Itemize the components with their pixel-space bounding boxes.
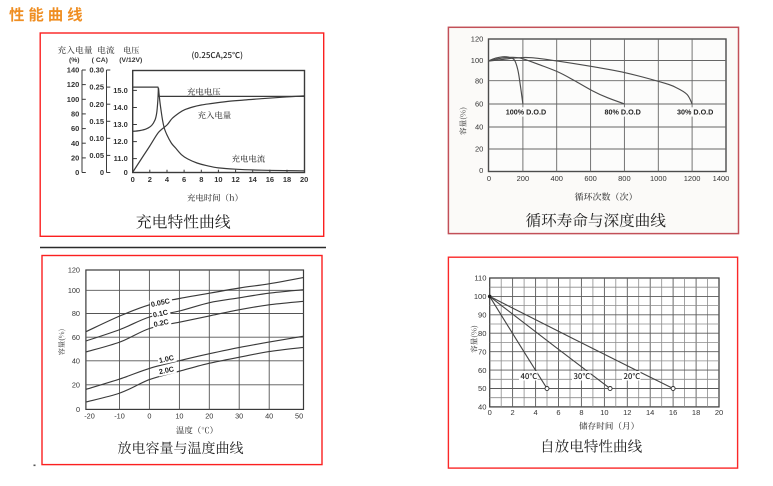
svg-text:( CA): ( CA)	[92, 57, 108, 64]
svg-text:11.0: 11.0	[114, 154, 128, 163]
svg-text:0: 0	[100, 168, 104, 177]
svg-text:2: 2	[511, 408, 515, 417]
svg-text:20: 20	[300, 175, 308, 184]
svg-text:1400: 1400	[713, 174, 730, 183]
svg-text:0: 0	[124, 168, 128, 177]
svg-text:(%): (%)	[69, 57, 80, 64]
svg-text:70: 70	[478, 347, 486, 356]
svg-text:1200: 1200	[684, 174, 701, 183]
svg-text:100: 100	[471, 56, 484, 65]
svg-text:100: 100	[67, 95, 80, 104]
svg-text:0: 0	[479, 166, 483, 175]
svg-text:140: 140	[67, 66, 80, 75]
svg-text:18: 18	[692, 408, 700, 417]
svg-text:20: 20	[72, 380, 80, 389]
svg-text:0: 0	[76, 405, 80, 414]
svg-text:0: 0	[488, 408, 492, 417]
svg-text:12: 12	[623, 408, 631, 417]
svg-text:8: 8	[579, 408, 583, 417]
svg-text:50: 50	[295, 411, 303, 420]
svg-text:0.05: 0.05	[89, 151, 104, 160]
svg-text:(V/12V): (V/12V)	[119, 57, 142, 64]
svg-text:80: 80	[475, 76, 483, 85]
svg-text:80% D.O.D: 80% D.O.D	[605, 108, 641, 117]
svg-text:60: 60	[478, 366, 486, 375]
svg-text:80: 80	[71, 110, 79, 119]
svg-text:-10: -10	[114, 411, 125, 420]
svg-text:0.20: 0.20	[89, 100, 104, 109]
svg-text:100: 100	[68, 286, 80, 295]
svg-text:10: 10	[175, 411, 183, 420]
svg-text:14: 14	[249, 175, 258, 184]
svg-text:0.1C: 0.1C	[152, 307, 169, 319]
svg-text:110: 110	[474, 274, 486, 283]
svg-text:20: 20	[715, 408, 723, 417]
svg-text:16: 16	[266, 175, 274, 184]
svg-text:0.15: 0.15	[89, 117, 104, 126]
svg-text:18: 18	[283, 175, 291, 184]
svg-text:60: 60	[475, 100, 483, 109]
svg-text:120: 120	[68, 266, 80, 275]
svg-text:6: 6	[556, 408, 560, 417]
svg-text:40: 40	[72, 356, 80, 365]
svg-text:0.25: 0.25	[89, 83, 104, 92]
svg-text:20: 20	[71, 154, 79, 163]
svg-text:40: 40	[478, 403, 486, 412]
svg-text:1000: 1000	[650, 174, 667, 183]
svg-text:0.10: 0.10	[89, 134, 104, 143]
svg-text:30: 30	[235, 411, 243, 420]
svg-text:6: 6	[182, 175, 186, 184]
svg-text:800: 800	[618, 174, 631, 183]
svg-text:120: 120	[471, 35, 484, 44]
svg-text:80: 80	[72, 309, 80, 318]
svg-text:16: 16	[669, 408, 677, 417]
svg-text:40: 40	[475, 123, 483, 132]
svg-text:100: 100	[474, 292, 487, 301]
svg-text:400: 400	[550, 174, 563, 183]
svg-text:2: 2	[148, 175, 152, 184]
svg-text:600: 600	[584, 174, 597, 183]
svg-text:0: 0	[487, 174, 491, 183]
svg-text:0: 0	[131, 175, 135, 184]
svg-text:1.0C: 1.0C	[158, 353, 175, 365]
svg-text:40: 40	[265, 411, 273, 420]
svg-text:12: 12	[231, 175, 239, 184]
svg-text:-20: -20	[84, 411, 95, 420]
svg-text:120: 120	[67, 80, 80, 89]
svg-text:13.0: 13.0	[113, 120, 128, 129]
svg-text:100% D.O.D: 100% D.O.D	[506, 108, 546, 117]
svg-text:90: 90	[478, 311, 486, 320]
svg-text:4: 4	[534, 408, 538, 417]
svg-text:30% D.O.D: 30% D.O.D	[677, 108, 713, 117]
svg-text:0.30: 0.30	[89, 66, 104, 75]
svg-text:80: 80	[478, 329, 486, 338]
svg-text:2.0C: 2.0C	[158, 364, 175, 376]
svg-text:20: 20	[475, 145, 483, 154]
svg-text:0.05C: 0.05C	[150, 296, 171, 309]
svg-text:0: 0	[147, 411, 151, 420]
svg-text:4: 4	[165, 175, 170, 184]
svg-text:0: 0	[75, 168, 79, 177]
svg-text:14: 14	[646, 408, 654, 417]
svg-text:50: 50	[478, 384, 486, 393]
svg-text:20: 20	[205, 411, 213, 420]
svg-text:60: 60	[71, 124, 79, 133]
svg-text:0.2C: 0.2C	[153, 317, 170, 329]
svg-text:40: 40	[71, 139, 79, 148]
svg-text:60: 60	[72, 333, 80, 342]
svg-text:10: 10	[214, 175, 222, 184]
svg-text:10: 10	[600, 408, 608, 417]
svg-text:15.0: 15.0	[113, 86, 128, 95]
svg-text:14.0: 14.0	[113, 103, 128, 112]
svg-text:8: 8	[199, 175, 203, 184]
svg-text:200: 200	[517, 174, 530, 183]
svg-text:12.0: 12.0	[113, 137, 128, 146]
